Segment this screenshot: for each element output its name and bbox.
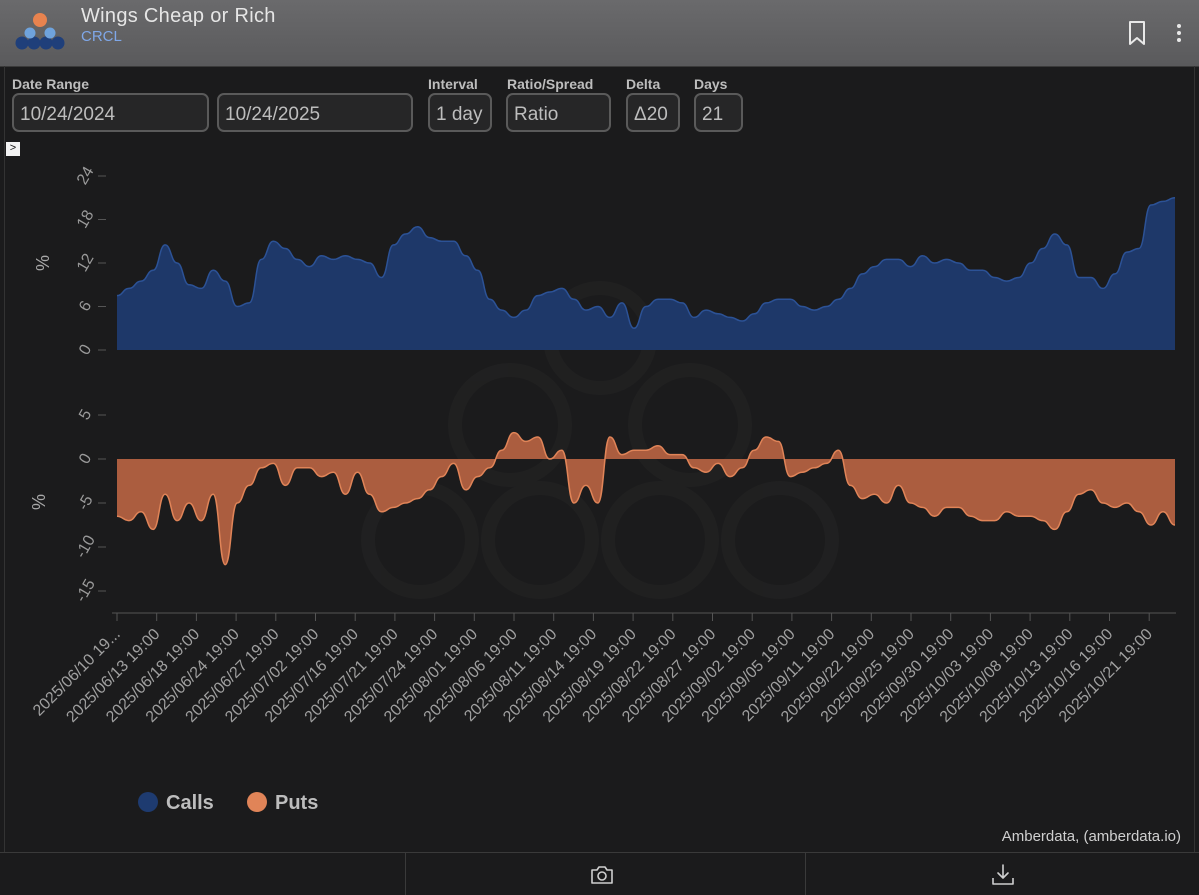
calls-y-axis-label: % (33, 255, 53, 271)
puts-y-tick-label: -5 (75, 492, 97, 513)
days-label: Days (694, 76, 728, 92)
puts-y-tick-label: 5 (76, 407, 95, 423)
legend-calls[interactable]: Calls (138, 792, 214, 815)
bookmark-icon[interactable] (1124, 18, 1150, 48)
calls-y-tick-label: 24 (74, 164, 98, 188)
widget-footer (0, 852, 1199, 895)
expand-toggle-button[interactable]: > (6, 142, 20, 156)
legend-calls-label: Calls (166, 792, 214, 814)
puts-y-tick-label: -10 (73, 533, 99, 562)
delta-label: Delta (626, 76, 661, 92)
puts-line (116, 431, 1176, 566)
asset-symbol: CRCL (81, 28, 122, 45)
calls-y-tick-label: 12 (74, 251, 98, 275)
ratio-spread-select[interactable]: Ratio (506, 93, 611, 132)
download-icon[interactable] (990, 862, 1016, 888)
calls-line (116, 197, 1176, 330)
calls-legend-dot (138, 792, 158, 812)
data-credit: Amberdata, (amberdata.io) (1001, 828, 1181, 845)
widget-header: Wings Cheap or Rich CRCL (0, 0, 1199, 67)
ratio-spread-label: Ratio/Spread (507, 76, 594, 92)
calls-y-tick-label: 18 (74, 207, 98, 231)
start-date-input[interactable]: 10/24/2024 (12, 93, 209, 132)
legend-puts[interactable]: Puts (247, 792, 318, 815)
end-date-input[interactable]: 10/24/2025 (217, 93, 413, 132)
puts-y-axis-label: % (29, 494, 49, 510)
date-range-label: Date Range (12, 76, 90, 92)
calls-y-tick-label: 6 (76, 298, 95, 314)
puts-legend-dot (247, 792, 267, 812)
camera-icon[interactable] (589, 862, 615, 888)
widget-title: Wings Cheap or Rich (81, 5, 276, 27)
puts-y-tick-label: 0 (76, 451, 95, 467)
watermark-logo (361, 281, 839, 599)
legend-puts-label: Puts (275, 792, 319, 814)
puts-y-tick-label: -15 (73, 577, 99, 606)
calls-area (117, 197, 1175, 350)
amberdata-logo (15, 13, 65, 50)
more-menu-icon[interactable] (1166, 18, 1192, 48)
interval-select[interactable]: 1 day (428, 93, 492, 132)
puts-area (117, 432, 1175, 565)
interval-label: Interval (428, 76, 478, 92)
calls-y-tick-label: 0 (76, 342, 95, 358)
days-input[interactable]: 21 (694, 93, 743, 132)
delta-select[interactable]: Δ20 (626, 93, 680, 132)
